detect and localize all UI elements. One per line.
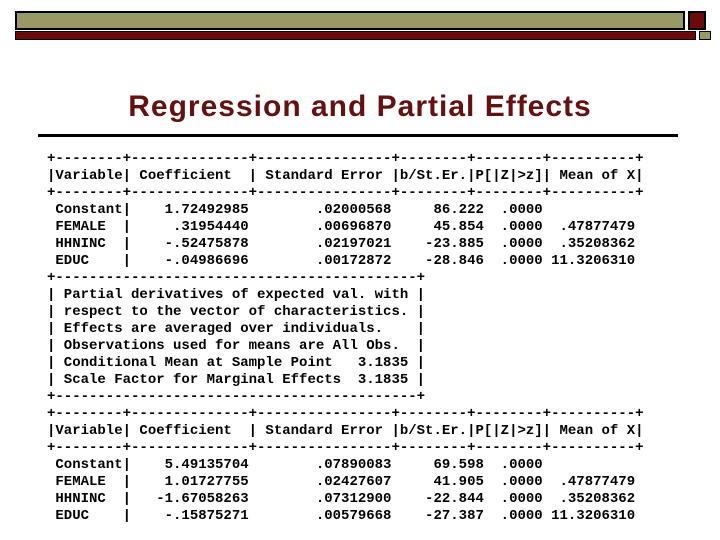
table2-row-female: FEMALE | 1.01727755 .02427607 41.905 .00… (47, 474, 636, 490)
table1-row-hhninc: HHNINC | -.52475878 .02197021 -23.885 .0… (47, 236, 636, 252)
table2-row-educ: EDUC | -.15875271 .00579668 -27.387 .000… (47, 508, 636, 524)
table1-row-constant: Constant| 1.72492985 .02000568 86.222 .0… (47, 202, 543, 218)
notes-line: | Observations used for means are All Ob… (47, 338, 426, 354)
table2-border: +--------+--------------+---------------… (47, 406, 644, 422)
table1-border: +--------+--------------+---------------… (47, 151, 644, 167)
notes-box-border: +---------------------------------------… (47, 389, 426, 405)
table2-border: +--------+--------------+---------------… (47, 440, 644, 456)
top-banner-accent-square (688, 11, 706, 30)
notes-line: | Conditional Mean at Sample Point 3.183… (47, 355, 426, 371)
top-banner-underline-square (699, 31, 711, 40)
top-banner-underline-bar (15, 31, 696, 40)
table2-row-hhninc: HHNINC | -1.67058263 .07312900 -22.844 .… (47, 491, 636, 507)
notes-line: | respect to the vector of characteristi… (47, 304, 426, 320)
notes-line: | Partial derivatives of expected val. w… (47, 287, 426, 303)
table1-row-educ: EDUC | -.04986696 .00172872 -28.846 .000… (47, 253, 636, 269)
table1-row-female: FEMALE | .31954440 .00696870 45.854 .000… (47, 219, 636, 235)
top-banner-bar (15, 11, 685, 30)
regression-output: +--------+--------------+---------------… (47, 151, 644, 525)
slide-title: Regression and Partial Effects (128, 90, 592, 123)
table1-header: |Variable| Coefficient | Standard Error … (47, 168, 644, 184)
table1-border: +--------+--------------+---------------… (47, 185, 644, 201)
table2-header: |Variable| Coefficient | Standard Error … (47, 423, 644, 439)
table2-row-constant: Constant| 5.49135704 .07890083 69.598 .0… (47, 457, 543, 473)
notes-box-border: +---------------------------------------… (47, 270, 426, 286)
notes-line: | Scale Factor for Marginal Effects 3.18… (47, 372, 426, 388)
title-underline-rule (38, 134, 678, 137)
notes-line: | Effects are averaged over individuals.… (47, 321, 426, 337)
